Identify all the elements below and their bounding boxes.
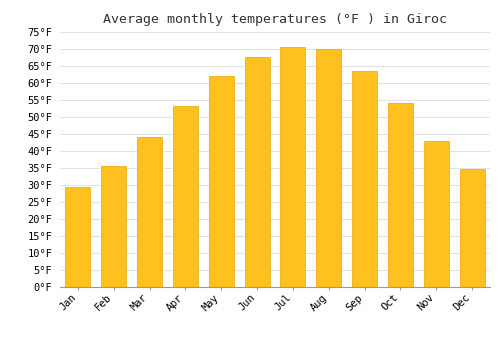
Bar bbox=[316, 49, 342, 287]
Bar bbox=[137, 137, 162, 287]
Bar bbox=[66, 187, 90, 287]
Bar bbox=[173, 106, 198, 287]
Title: Average monthly temperatures (°F ) in Giroc: Average monthly temperatures (°F ) in Gi… bbox=[103, 13, 447, 26]
Bar bbox=[208, 76, 234, 287]
Bar bbox=[352, 71, 377, 287]
Bar bbox=[244, 57, 270, 287]
Bar bbox=[388, 103, 413, 287]
Bar bbox=[101, 166, 126, 287]
Bar bbox=[280, 47, 305, 287]
Bar bbox=[424, 140, 449, 287]
Bar bbox=[460, 169, 484, 287]
